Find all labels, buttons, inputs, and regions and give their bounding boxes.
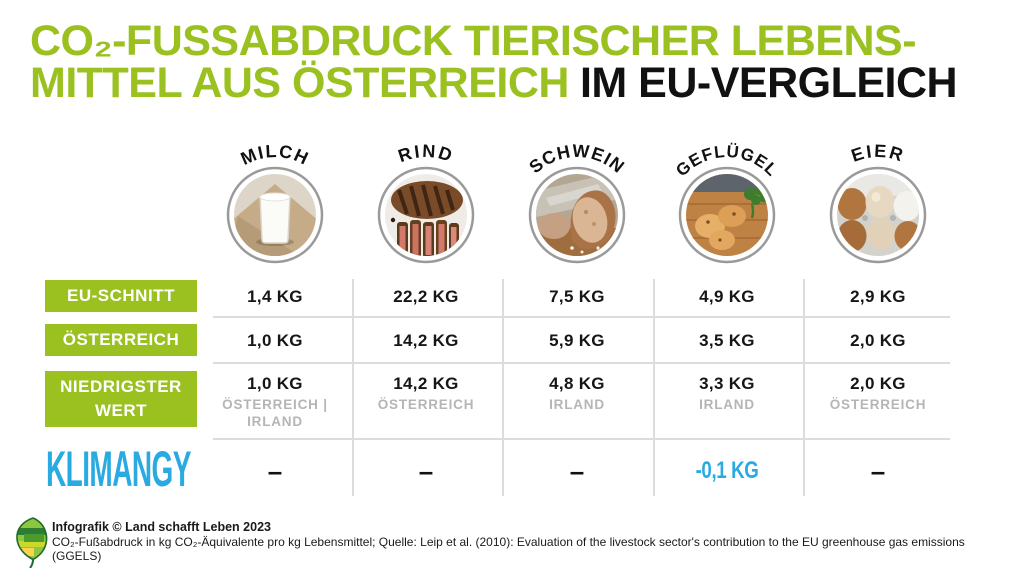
title-line-2: MITTEL AUS ÖSTERREICH IM EU-VERGLEICH bbox=[30, 59, 958, 107]
min-value: 1,0 KG bbox=[247, 374, 303, 393]
cell-eu-gefluegel: 4,9 KG bbox=[699, 287, 755, 306]
beef-steak-photo-icon: RIND bbox=[377, 141, 475, 264]
cell-klimangy-gefluegel: -0,1 KG bbox=[695, 457, 759, 484]
milk-photo-scene bbox=[234, 174, 316, 256]
leaf-logo-icon bbox=[14, 516, 52, 573]
grid-vline-1 bbox=[352, 279, 354, 496]
cell-eu-milch: 1,4 KG bbox=[247, 287, 303, 306]
footer-credit: Infografik © Land schafft Leben 2023 bbox=[52, 520, 271, 534]
page-title: CO₂-FUSSABDRUCK TIERISCHER LEBENS- MITTE… bbox=[30, 17, 958, 107]
cell-min-rind: 14,2 KG ÖSTERREICH bbox=[351, 374, 501, 413]
cell-eu-eier: 2,9 KG bbox=[850, 287, 906, 306]
cell-eu-schwein: 7,5 KG bbox=[549, 287, 605, 306]
cell-klimangy-milch: – bbox=[267, 456, 283, 486]
pork-roast-photo-icon: SCHWEIN bbox=[525, 141, 628, 264]
cell-min-eier: 2,0 KG ÖSTERREICH bbox=[803, 374, 953, 413]
title-line2-black: IM EU-VERGLEICH bbox=[579, 59, 958, 107]
min-country: IRLAND bbox=[549, 397, 605, 412]
svg-text:MILCH: MILCH bbox=[238, 141, 313, 169]
footer: Infografik © Land schafft Leben 2023 CO₂… bbox=[52, 520, 1002, 563]
chicken-photo-icon: GEFLÜGEL bbox=[672, 142, 781, 264]
column-header-schwein: SCHWEIN bbox=[502, 120, 652, 270]
footer-source-line2: (GGELS) bbox=[52, 549, 102, 563]
column-header-rind: RIND bbox=[351, 120, 501, 270]
grid-hline-2 bbox=[213, 362, 950, 364]
eggs-photo-icon: EIER bbox=[829, 141, 927, 264]
cell-min-milch: 1,0 KG ÖSTERREICH | IRLAND bbox=[200, 374, 350, 430]
column-label-rind: RIND bbox=[396, 141, 455, 166]
svg-text:EIER: EIER bbox=[849, 141, 907, 166]
eggs-photo-scene bbox=[837, 174, 919, 256]
title-line2-green: MITTEL AUS ÖSTERREICH bbox=[30, 59, 569, 107]
min-value: 4,8 KG bbox=[549, 374, 605, 393]
cell-klimangy-schwein: – bbox=[569, 456, 585, 486]
title-line1-green: CO₂-FUSSABDRUCK TIERISCHER LEBENS- bbox=[30, 17, 917, 65]
cell-klimangy-eier: – bbox=[870, 456, 886, 486]
grid-vline-3 bbox=[653, 279, 655, 496]
row-label-oesterreich: ÖSTERREICH bbox=[45, 324, 197, 356]
min-country: ÖSTERREICH bbox=[829, 397, 927, 412]
min-country: IRLAND bbox=[699, 397, 755, 412]
footer-source-line1: CO₂-Fußabdruck in kg CO₂-Äquivalente pro… bbox=[52, 535, 965, 549]
column-label-eier: EIER bbox=[849, 141, 905, 166]
cell-at-schwein: 5,9 KG bbox=[549, 331, 605, 350]
min-value: 2,0 KG bbox=[850, 374, 906, 393]
row-label-eu-schnitt: EU-SCHNITT bbox=[45, 280, 197, 312]
min-country: ÖSTERREICH | IRLAND bbox=[222, 397, 328, 429]
title-line-1: CO₂-FUSSABDRUCK TIERISCHER LEBENS- bbox=[30, 17, 957, 65]
row-label-niedrigster-wert: NIEDRIGSTER WERT bbox=[45, 371, 197, 427]
column-header-eier: EIER bbox=[803, 120, 953, 270]
grid-vline-4 bbox=[803, 279, 805, 496]
cell-klimangy-rind: – bbox=[418, 456, 434, 486]
grid-hline-3 bbox=[213, 438, 950, 440]
min-value: 14,2 KG bbox=[393, 374, 459, 393]
cell-min-gefluegel: 3,3 KG IRLAND bbox=[652, 374, 802, 413]
column-header-gefluegel: GEFLÜGEL bbox=[652, 120, 802, 270]
milk-glass-photo-icon: MILCH bbox=[226, 141, 324, 264]
cell-at-milch: 1,0 KG bbox=[247, 331, 303, 350]
cell-at-eier: 2,0 KG bbox=[850, 331, 906, 350]
column-header-milch: MILCH bbox=[200, 120, 350, 270]
svg-text:RIND: RIND bbox=[396, 141, 457, 166]
min-country: ÖSTERREICH bbox=[377, 397, 475, 412]
cell-at-gefluegel: 3,5 KG bbox=[699, 331, 755, 350]
pork-photo-scene bbox=[536, 174, 618, 256]
column-label-milch: MILCH bbox=[238, 141, 311, 169]
cell-eu-rind: 22,2 KG bbox=[393, 287, 459, 306]
grid-hline-1 bbox=[213, 316, 950, 318]
cell-at-rind: 14,2 KG bbox=[393, 331, 459, 350]
grid-vline-2 bbox=[502, 279, 504, 496]
cell-min-schwein: 4,8 KG IRLAND bbox=[502, 374, 652, 413]
min-value: 3,3 KG bbox=[699, 374, 755, 393]
klimangy-logo: KLIMANGY bbox=[46, 441, 191, 497]
